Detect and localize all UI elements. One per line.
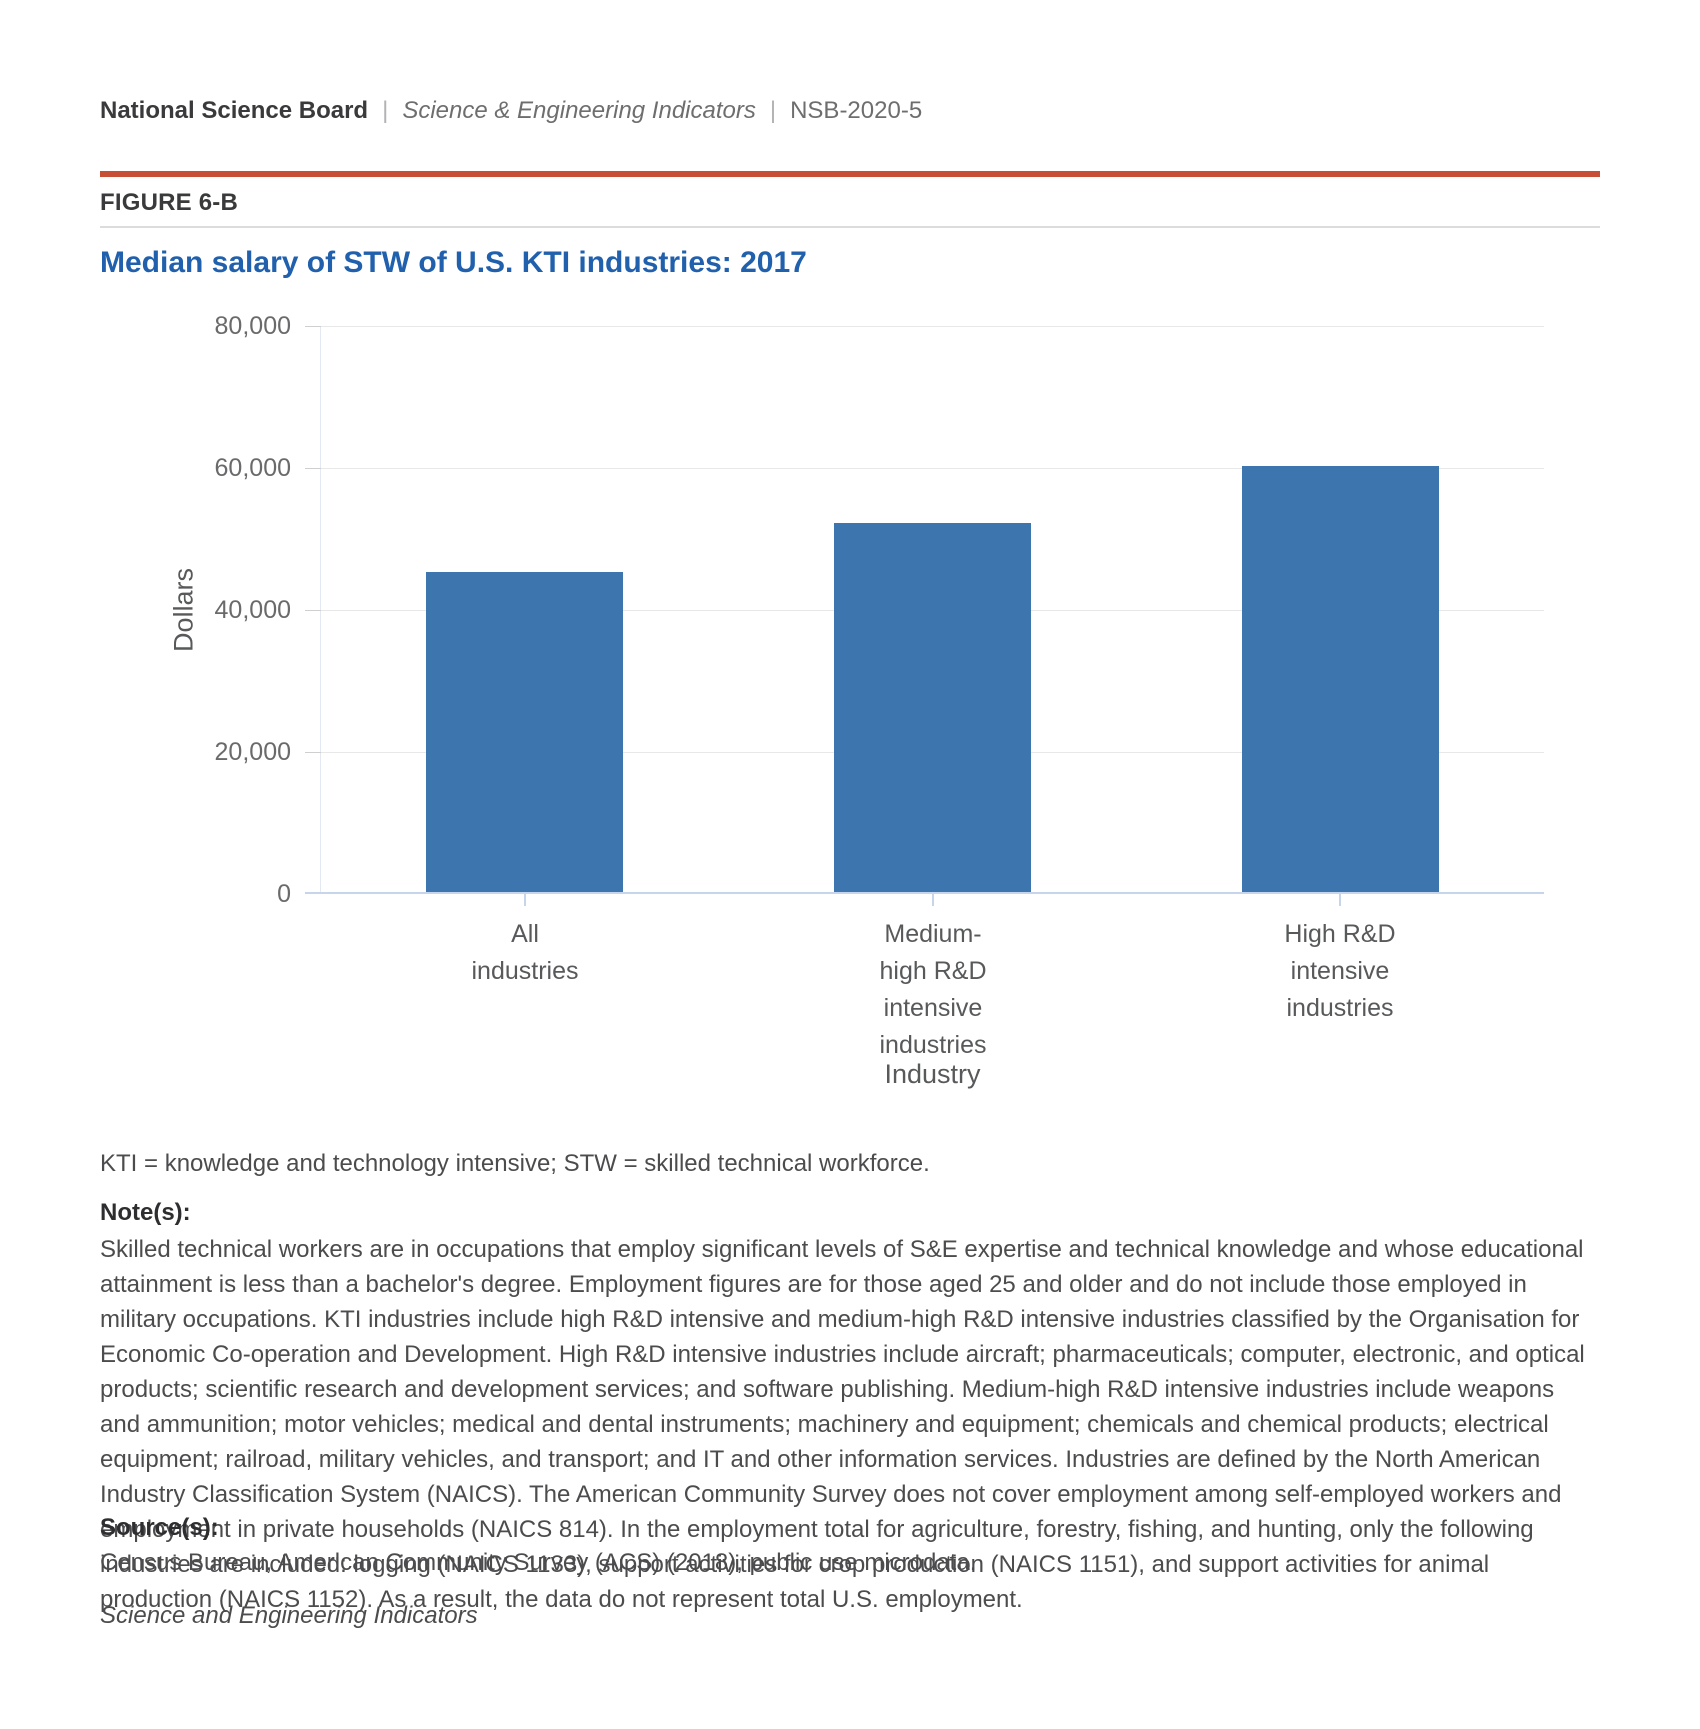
publication-name: Science & Engineering Indicators: [402, 97, 756, 124]
y-tick-label: 60,000: [214, 454, 291, 482]
brand-name: National Science Board: [100, 97, 369, 124]
y-tick-mark: [305, 468, 321, 469]
gridline: [321, 326, 1544, 327]
x-category-label-line: industries: [471, 957, 579, 985]
y-tick-label: 20,000: [214, 738, 291, 766]
y-tick-label: 0: [277, 880, 291, 908]
x-tick-mark: [524, 894, 526, 906]
source-heading: Source(s):: [100, 1514, 219, 1541]
x-tick-mark: [1339, 894, 1341, 906]
x-category-label: Medium-high R&D intensive industries: [793, 916, 1073, 1064]
publication-footer: Science and Engineering Indicators: [100, 1602, 478, 1629]
x-category-label-line: industries: [1286, 994, 1394, 1022]
abbreviation-note: KTI = knowledge and technology intensive…: [100, 1150, 930, 1177]
notes-heading: Note(s):: [100, 1199, 191, 1226]
accent-rule: [100, 171, 1600, 177]
y-tick-mark: [305, 326, 321, 327]
y-tick-label: 80,000: [214, 312, 291, 340]
gridline: [321, 468, 1544, 469]
header-separator: |: [769, 97, 777, 124]
source-body: Census Bureau, American Community Survey…: [100, 1549, 977, 1576]
x-category-label-line: All: [511, 920, 539, 948]
x-category-label: High R&D intensive industries: [1200, 916, 1480, 1027]
bar-all-industries: [426, 572, 623, 892]
notes-body: Skilled technical workers are in occupat…: [100, 1236, 1585, 1613]
y-tick-mark: [305, 610, 321, 611]
x-category-label-line: intensive: [883, 994, 983, 1022]
header-separator: |: [382, 97, 389, 124]
x-category-label-line: industries: [879, 1031, 987, 1059]
divider-rule: [100, 226, 1600, 228]
x-category-label-line: intensive: [1290, 957, 1390, 985]
x-category-label-line: high R&D: [879, 957, 987, 985]
x-category-label-line: High R&D: [1284, 920, 1396, 948]
report-id: NSB-2020-5: [790, 97, 923, 124]
document-header: National Science Board | Science & Enginee…: [100, 97, 922, 125]
x-tick-mark: [932, 894, 934, 906]
chart-title: Median salary of STW of U.S. KTI industr…: [100, 246, 807, 279]
figure-label: FIGURE 6-B: [100, 189, 239, 216]
x-category-label-line: Medium-: [884, 920, 982, 948]
y-tick-mark: [305, 892, 321, 894]
bar-chart-plot-area: Dollars Industry 0 20,000 40,000 60,000 80,0…: [169, 312, 1544, 1089]
bar-medium-high-r-d-intensive-industries: [834, 523, 1031, 892]
y-tick-label: 40,000: [214, 596, 291, 624]
x-axis-baseline: [321, 892, 1544, 894]
x-category-label: All industries: [385, 916, 665, 990]
x-axis-title: Industry: [884, 1059, 981, 1089]
bar-high-r-d-intensive-industries: [1242, 466, 1439, 892]
y-tick-mark: [305, 752, 321, 753]
